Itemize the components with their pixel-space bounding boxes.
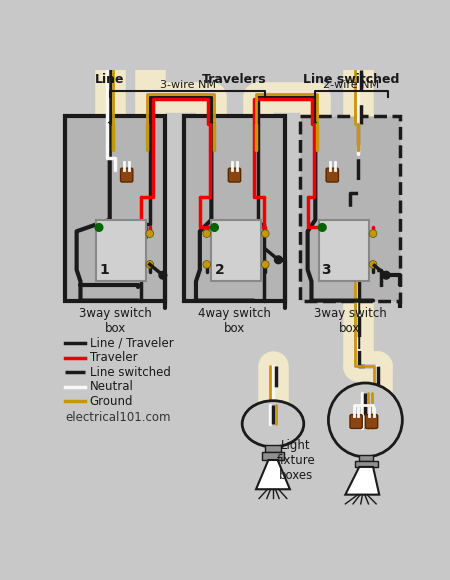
- Bar: [96, 220, 146, 281]
- Circle shape: [328, 383, 402, 457]
- Text: 3way switch
box: 3way switch box: [79, 307, 152, 335]
- Text: Line switched: Line switched: [90, 366, 171, 379]
- Bar: [184, 116, 284, 300]
- Text: Ground: Ground: [90, 395, 133, 408]
- Text: Neutral: Neutral: [90, 380, 134, 393]
- Text: electrical101.com: electrical101.com: [65, 411, 171, 424]
- Bar: [359, 455, 373, 461]
- Circle shape: [203, 260, 211, 269]
- Text: 1: 1: [100, 263, 109, 277]
- Bar: [319, 220, 369, 281]
- Text: 2: 2: [215, 263, 225, 277]
- Circle shape: [203, 230, 211, 237]
- FancyBboxPatch shape: [228, 168, 241, 182]
- Bar: [355, 461, 378, 467]
- Text: 3: 3: [321, 263, 331, 277]
- Bar: [65, 116, 165, 300]
- Circle shape: [261, 260, 269, 269]
- Text: 2-wire NM: 2-wire NM: [324, 79, 380, 90]
- Polygon shape: [256, 460, 290, 490]
- Circle shape: [369, 260, 377, 269]
- FancyBboxPatch shape: [121, 168, 133, 182]
- Text: Line / Traveler: Line / Traveler: [90, 336, 173, 349]
- Circle shape: [211, 224, 218, 231]
- Circle shape: [319, 224, 326, 231]
- Circle shape: [369, 230, 377, 237]
- Circle shape: [382, 271, 390, 279]
- Text: 3way switch
box: 3way switch box: [314, 307, 387, 335]
- Text: Line switched: Line switched: [303, 74, 400, 86]
- Polygon shape: [345, 467, 379, 495]
- FancyBboxPatch shape: [326, 168, 338, 182]
- Circle shape: [146, 230, 153, 237]
- Circle shape: [95, 224, 103, 231]
- FancyBboxPatch shape: [365, 415, 378, 429]
- Circle shape: [261, 230, 269, 237]
- Bar: [262, 452, 284, 460]
- Text: 3-wire NM: 3-wire NM: [159, 79, 216, 90]
- Circle shape: [146, 260, 153, 269]
- Circle shape: [159, 271, 166, 279]
- FancyBboxPatch shape: [350, 415, 362, 429]
- Text: Line: Line: [95, 74, 125, 86]
- Bar: [212, 220, 261, 281]
- Text: 4way switch
box: 4way switch box: [198, 307, 271, 335]
- Bar: [265, 445, 281, 452]
- Ellipse shape: [242, 401, 304, 447]
- Text: Traveler: Traveler: [90, 351, 137, 364]
- Circle shape: [274, 256, 282, 264]
- Bar: [300, 116, 400, 300]
- Text: Light
fixture
boxes: Light fixture boxes: [277, 439, 315, 482]
- Text: Travelers: Travelers: [202, 74, 267, 86]
